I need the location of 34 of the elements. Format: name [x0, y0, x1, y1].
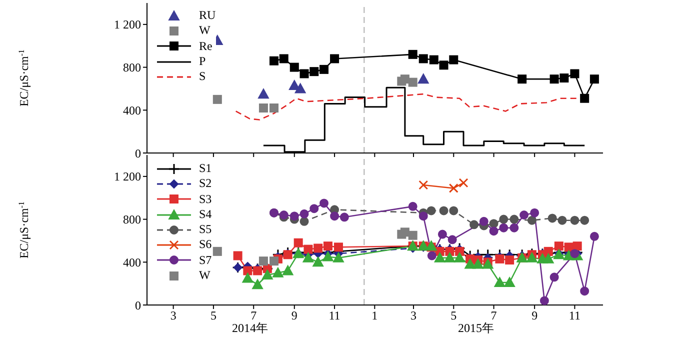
x-tick-label: 9 [532, 308, 538, 323]
x-tick-label: 1 [372, 308, 378, 323]
y-tick-label: 1 200 [114, 18, 141, 32]
text: 2015年 [458, 320, 494, 337]
x-tick-label: 3 [170, 308, 176, 323]
legend-label: Re [199, 38, 212, 54]
x-tick-label: 11 [568, 308, 580, 323]
y-tick-label: 400 [123, 255, 141, 270]
legend-label: S6 [199, 237, 212, 253]
legend-label: S [199, 69, 206, 84]
y-tick-label: 800 [123, 212, 141, 227]
x-tick-label: 5 [450, 308, 457, 323]
legend-label: P [199, 54, 206, 70]
y-tick-label: 1 200 [114, 170, 141, 184]
legend-label: S2 [199, 176, 212, 192]
x-tick-label: 7 [250, 308, 257, 323]
legend-label: S3 [199, 192, 212, 207]
y-tick-label: 0 [135, 298, 141, 312]
x-tick-label: 11 [328, 308, 340, 323]
legend-label: S1 [199, 161, 212, 176]
x-tick-label: 9 [291, 308, 298, 323]
x-tick-label: 5 [210, 308, 216, 323]
text: 2014年 [232, 320, 268, 337]
x-tick-label: 7 [490, 308, 497, 323]
y-tick-label: 400 [123, 103, 141, 118]
legend-label: S7 [199, 252, 212, 268]
legend-label: W [199, 268, 210, 284]
y-tick-label: 800 [123, 60, 141, 75]
legend-label: S4 [199, 206, 212, 222]
legend-label: RU [199, 8, 216, 24]
legend-label: W [199, 23, 210, 39]
x-tick-label: 3 [410, 308, 416, 323]
y-tick-label: 0 [135, 146, 141, 160]
legend-label: S5 [199, 222, 212, 238]
